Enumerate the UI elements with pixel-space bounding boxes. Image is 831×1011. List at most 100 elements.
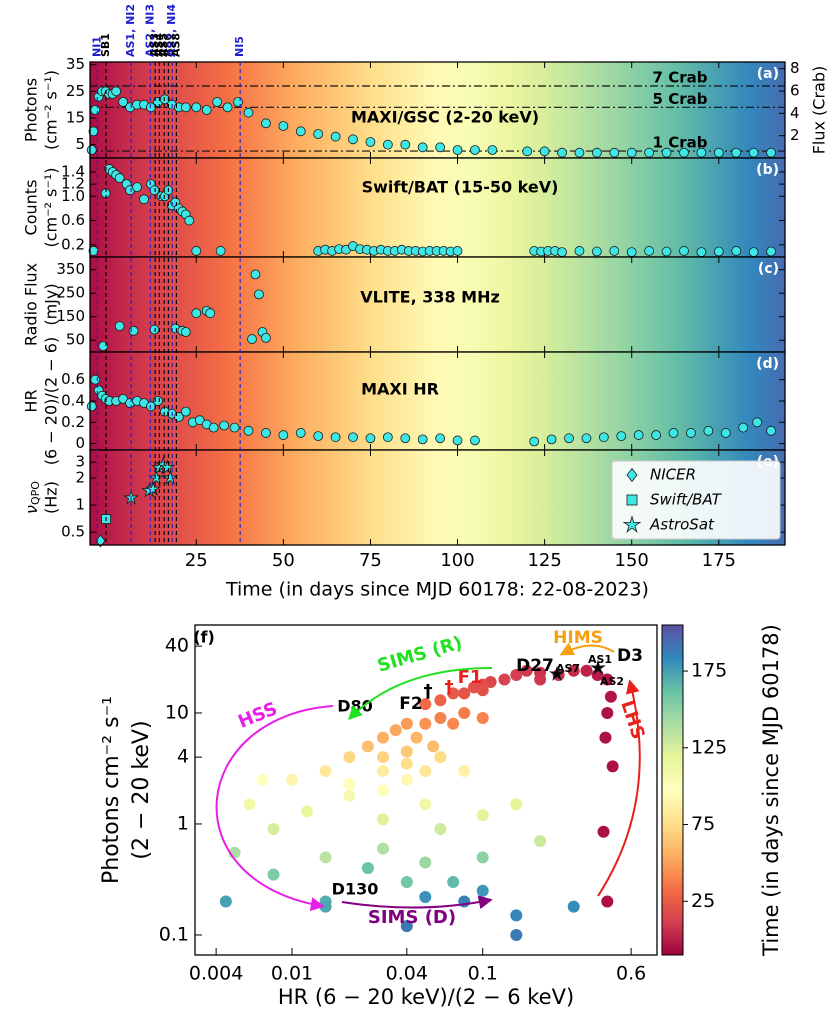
legend-label: NICER [650,466,696,484]
point [361,740,374,753]
point [564,433,574,444]
point [400,433,411,444]
x-tick-label: 50 [272,550,295,571]
point [365,433,376,444]
x-tick-label: 0.1 [468,963,498,985]
point [731,147,742,158]
legend-label: AstroSat [649,516,715,534]
point [194,415,205,426]
y-tick-label: 350 [56,260,85,278]
point [679,147,689,158]
point [180,406,191,417]
point [476,712,489,725]
point [243,107,254,118]
point [557,247,567,258]
point [534,835,547,848]
point [522,146,533,157]
point [510,928,523,941]
point [591,246,602,257]
x-tick-label: 150 [615,550,649,571]
point [510,668,523,681]
point [229,422,240,433]
y-tick-label: 25 [66,82,85,100]
point [696,247,707,258]
x-axis-label: HR (6 − 20 keV)/(2 − 6 keV) [278,985,574,1009]
point [219,895,232,908]
point [529,436,540,447]
point [419,717,432,730]
point [686,428,696,438]
point [580,664,593,677]
point [215,246,226,256]
point [88,246,99,256]
y2-tick-label: 6 [790,82,800,100]
point [703,425,714,436]
point [661,147,672,158]
point [400,876,413,889]
point [243,798,256,811]
point [267,823,280,836]
point [191,308,202,319]
point [510,798,523,811]
point [400,773,413,786]
point [301,805,314,818]
y-axis-label: (2 − 20 keV) [129,720,154,859]
point [313,129,324,139]
y-axis-label: Radio Flux [22,263,41,346]
state-marker-label: AS8 [169,33,182,57]
point [419,890,432,903]
annotation: AS1 [588,653,612,666]
point [606,760,619,773]
state-marker-label: NI1 [90,36,103,57]
annotation: AS2 [600,675,624,688]
point [233,97,243,107]
point [382,432,393,443]
annotation: D3 [617,646,643,666]
as-marker [548,665,566,681]
point [766,246,776,257]
y-tick-label: 0.4 [61,392,85,410]
point [410,731,423,744]
point [557,147,567,158]
y-tick-label: 2 [75,469,85,487]
point [382,139,393,150]
point [261,332,271,343]
point [419,798,432,811]
point [476,809,489,822]
y-tick-label: 0.6 [61,370,85,388]
point [435,433,446,444]
x-axis-label: Time (in days since MJD 60178: 22-08-202… [225,579,649,601]
arrow [348,667,493,720]
point [567,900,580,913]
colorbar-tick-label: 25 [691,890,715,912]
point [604,690,617,703]
point [111,86,122,97]
point [254,289,264,300]
point [452,145,463,155]
y-axis-label-sub: QPO [29,481,42,505]
plot-frame [194,624,658,956]
point [661,246,672,257]
point [191,102,202,113]
annotation: SIMS (D) [368,907,456,928]
point [679,246,689,256]
point [348,432,358,443]
point [118,393,128,404]
point [458,765,471,778]
point [88,126,99,137]
point [427,740,440,753]
point [609,147,620,158]
colorbar [661,624,684,956]
point [343,751,356,764]
y-tick-label: 50 [66,331,85,349]
point [376,731,389,744]
point [498,673,511,686]
point [713,147,724,158]
point [400,717,413,730]
state-marker-label: AS3 [148,33,161,57]
point [212,97,223,107]
arrow [597,679,641,897]
point [766,147,776,158]
point [651,430,662,440]
colorbar-tick-label: 175 [691,660,727,682]
